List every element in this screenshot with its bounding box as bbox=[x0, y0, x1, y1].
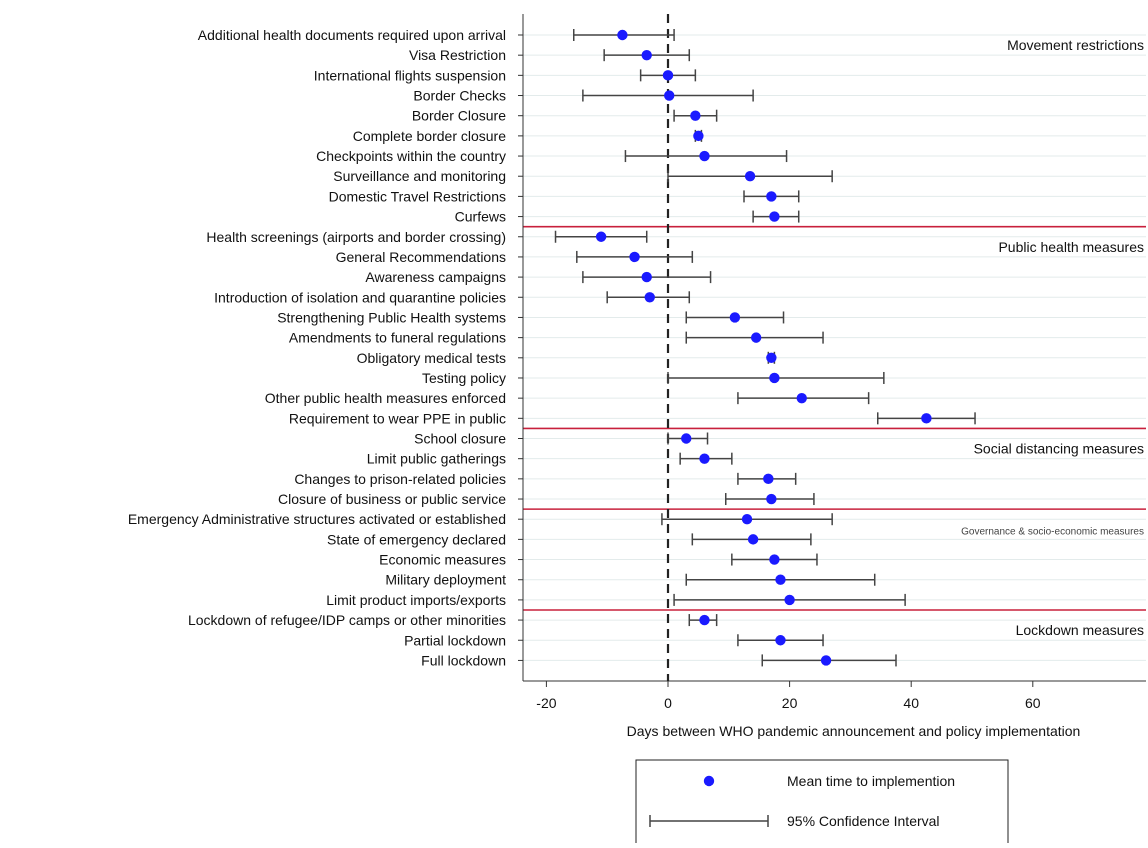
category-label: Lockdown of refugee/IDP camps or other m… bbox=[188, 612, 506, 628]
mean-point bbox=[775, 574, 786, 585]
category-label: Strengthening Public Health systems bbox=[277, 309, 506, 325]
category-label: Border Checks bbox=[413, 88, 506, 104]
mean-point bbox=[796, 392, 807, 404]
mean-point bbox=[784, 594, 795, 606]
category-label: International flights suspension bbox=[314, 67, 506, 83]
mean-point bbox=[763, 473, 774, 485]
mean-point bbox=[766, 191, 777, 202]
category-label: Partial lockdown bbox=[404, 632, 506, 648]
category-label: School closure bbox=[414, 431, 506, 447]
category-label: Closure of business or public service bbox=[278, 491, 506, 507]
mean-point bbox=[641, 271, 652, 283]
mean-point bbox=[595, 231, 607, 242]
category-label: State of emergency declared bbox=[327, 531, 506, 547]
category-label: Border Closure bbox=[412, 108, 506, 124]
mean-point bbox=[641, 49, 652, 61]
category-label: Amendments to funeral regulations bbox=[289, 330, 506, 346]
category-label: Other public health measures enforced bbox=[265, 390, 506, 406]
category-label: Surveillance and monitoring bbox=[333, 168, 506, 184]
x-tick-label: 0 bbox=[664, 695, 672, 711]
mean-point bbox=[662, 70, 674, 81]
x-tick-label: 20 bbox=[782, 695, 798, 711]
mean-point bbox=[820, 655, 832, 666]
category-label: Limit public gatherings bbox=[367, 451, 506, 467]
x-tick-label: -20 bbox=[536, 695, 556, 711]
category-label: Limit product imports/exports bbox=[326, 592, 506, 608]
category-label: Domestic Travel Restrictions bbox=[329, 188, 506, 204]
group-label: Public health measures bbox=[998, 239, 1144, 255]
legend-box bbox=[635, 759, 1009, 846]
mean-point bbox=[699, 150, 710, 162]
mean-point bbox=[664, 90, 675, 101]
legend-mean-marker bbox=[703, 775, 715, 787]
legend-label-ci: 95% Confidence Interval bbox=[787, 813, 940, 829]
category-label: Introduction of isolation and quarantine… bbox=[214, 289, 506, 305]
category-label: Testing policy bbox=[422, 370, 506, 386]
category-label: General Recommendations bbox=[336, 249, 506, 265]
mean-point bbox=[769, 554, 780, 565]
category-label: Curfews bbox=[455, 209, 506, 225]
mean-point bbox=[766, 493, 777, 505]
group-label: Social distancing measures bbox=[974, 441, 1144, 457]
mean-point bbox=[741, 514, 753, 525]
group-label: Lockdown measures bbox=[1016, 622, 1144, 638]
category-label: Full lockdown bbox=[421, 652, 506, 668]
category-label: Visa Restriction bbox=[409, 47, 506, 63]
category-label: Awareness campaigns bbox=[365, 269, 506, 285]
group-label: Governance & socio-economic measures bbox=[961, 526, 1144, 537]
group-label: Movement restrictions bbox=[1007, 37, 1144, 53]
category-label: Changes to prison-related policies bbox=[294, 471, 506, 487]
mean-point bbox=[769, 372, 780, 384]
category-label: Requirement to wear PPE in public bbox=[289, 410, 506, 426]
mean-point bbox=[681, 433, 692, 444]
mean-point bbox=[699, 453, 710, 464]
mean-point bbox=[629, 251, 640, 263]
mean-point bbox=[769, 211, 780, 222]
mean-point bbox=[617, 29, 628, 41]
category-label: Military deployment bbox=[385, 572, 506, 588]
category-label: Emergency Administrative structures acti… bbox=[128, 511, 506, 527]
x-tick-label: 40 bbox=[903, 695, 919, 711]
mean-point bbox=[693, 130, 704, 142]
mean-point bbox=[750, 332, 762, 343]
x-axis-title: Days between WHO pandemic announcement a… bbox=[627, 723, 1081, 739]
mean-point bbox=[744, 171, 756, 182]
legend-label-mean: Mean time to implemention bbox=[787, 773, 955, 789]
mean-point bbox=[766, 352, 777, 363]
category-label: Additional health documents required upo… bbox=[198, 27, 506, 43]
category-label: Obligatory medical tests bbox=[357, 350, 506, 366]
mean-point bbox=[921, 413, 932, 424]
category-label: Health screenings (airports and border c… bbox=[206, 229, 506, 245]
x-tick-label: 60 bbox=[1025, 695, 1041, 711]
mean-point bbox=[690, 110, 701, 121]
mean-point bbox=[729, 312, 741, 323]
mean-point bbox=[775, 635, 786, 646]
category-label: Checkpoints within the country bbox=[316, 148, 506, 164]
mean-point bbox=[699, 614, 710, 626]
category-label: Complete border closure bbox=[353, 128, 507, 144]
mean-point bbox=[644, 292, 655, 303]
category-label: Economic measures bbox=[379, 552, 506, 568]
mean-point bbox=[747, 534, 759, 545]
